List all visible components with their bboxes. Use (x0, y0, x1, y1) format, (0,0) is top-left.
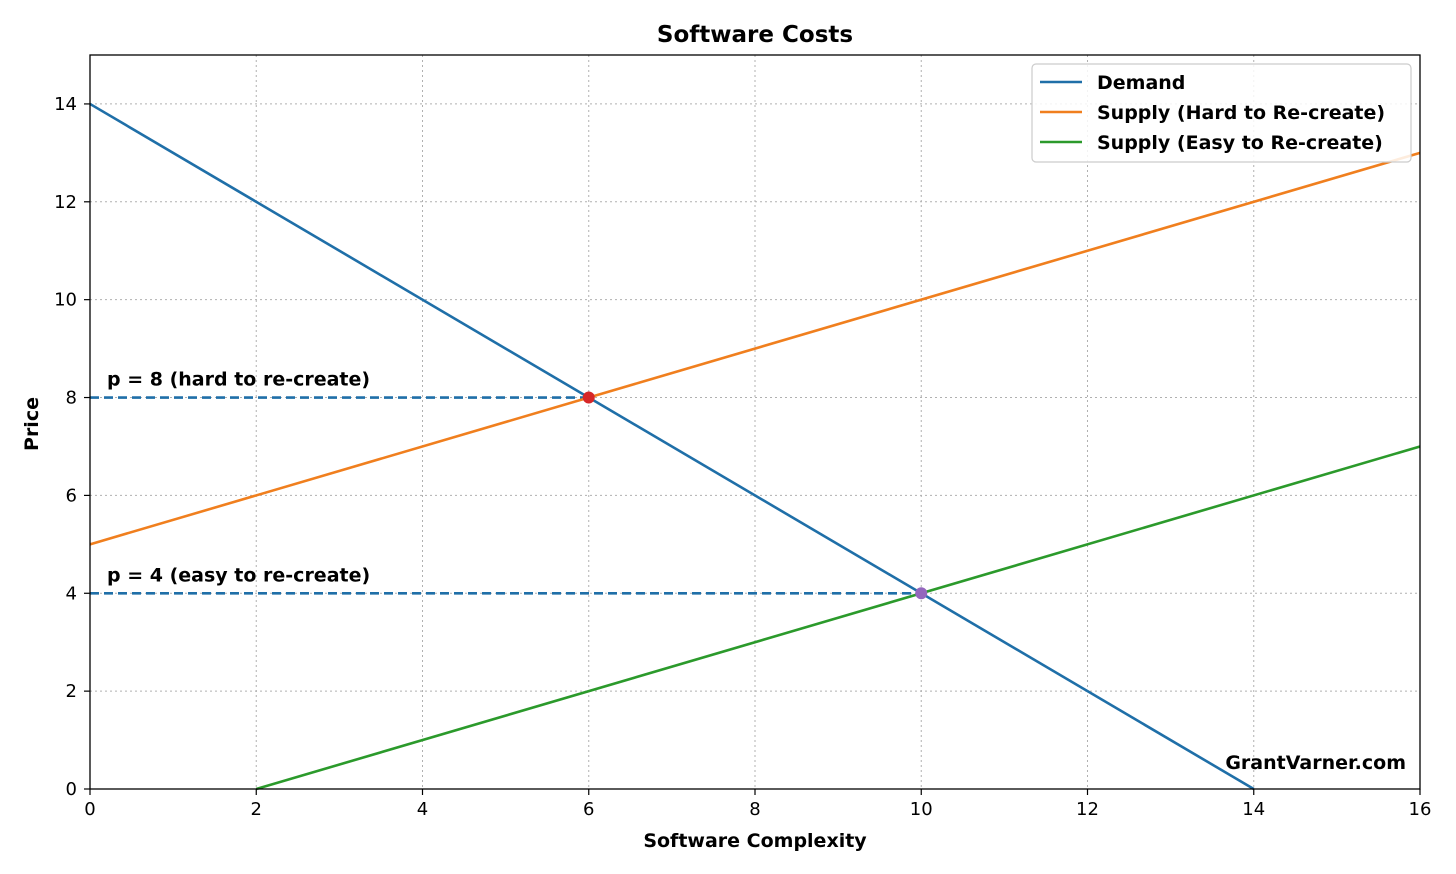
y-axis-label: Price (21, 397, 43, 451)
y-tick-label: 12 (54, 192, 77, 213)
x-tick-label: 6 (583, 799, 594, 820)
x-tick-label: 0 (84, 799, 95, 820)
series-line-1 (89, 102, 1255, 791)
x-axis-label: Software Complexity (643, 830, 867, 852)
equilibrium-points (582, 391, 928, 600)
y-tick-label: 4 (66, 583, 77, 604)
price-annotations: p = 8 (hard to re-create) p = 4 (easy to … (107, 369, 370, 587)
y-tick-label: 2 (66, 681, 77, 702)
y-axis-ticks: 0 2 4 6 8 10 12 14 (54, 94, 90, 800)
x-tick-label: 4 (417, 799, 428, 820)
y-tick-label: 8 (66, 388, 77, 409)
x-tick-label: 12 (1076, 799, 1099, 820)
watermark: GrantVarner.com (1225, 752, 1406, 774)
y-tick-label: 10 (54, 290, 77, 311)
legend-label-3: Supply (Easy to Re-create) (1097, 132, 1383, 154)
legend-label-2: Supply (Hard to Re-create) (1097, 102, 1385, 124)
x-tick-label: 14 (1242, 799, 1265, 820)
chart-title: Software Costs (657, 22, 853, 48)
legend-box (1031, 63, 1412, 163)
x-tick-label: 10 (910, 799, 933, 820)
legend-label-1: Demand (1097, 72, 1185, 94)
equilibrium-point-2 (915, 587, 928, 600)
x-tick-label: 16 (1409, 799, 1432, 820)
series-lines (89, 102, 1421, 791)
x-axis-ticks: 0 2 4 6 8 10 12 14 16 (84, 789, 1431, 820)
price-annotation-2: p = 4 (easy to re-create) (107, 564, 370, 586)
y-tick-label: 6 (66, 485, 77, 506)
series-line-3 (255, 445, 1421, 791)
legend: Demand Supply (Hard to Re-create) Supply (… (1031, 63, 1412, 163)
series-line-2 (89, 151, 1421, 546)
x-tick-label: 8 (749, 799, 760, 820)
x-tick-label: 2 (251, 799, 262, 820)
price-guide-lines (90, 396, 922, 595)
price-annotation-1: p = 8 (hard to re-create) (107, 369, 370, 391)
equilibrium-point-1 (582, 391, 595, 404)
y-tick-label: 0 (66, 779, 77, 800)
y-tick-label: 14 (54, 94, 77, 115)
